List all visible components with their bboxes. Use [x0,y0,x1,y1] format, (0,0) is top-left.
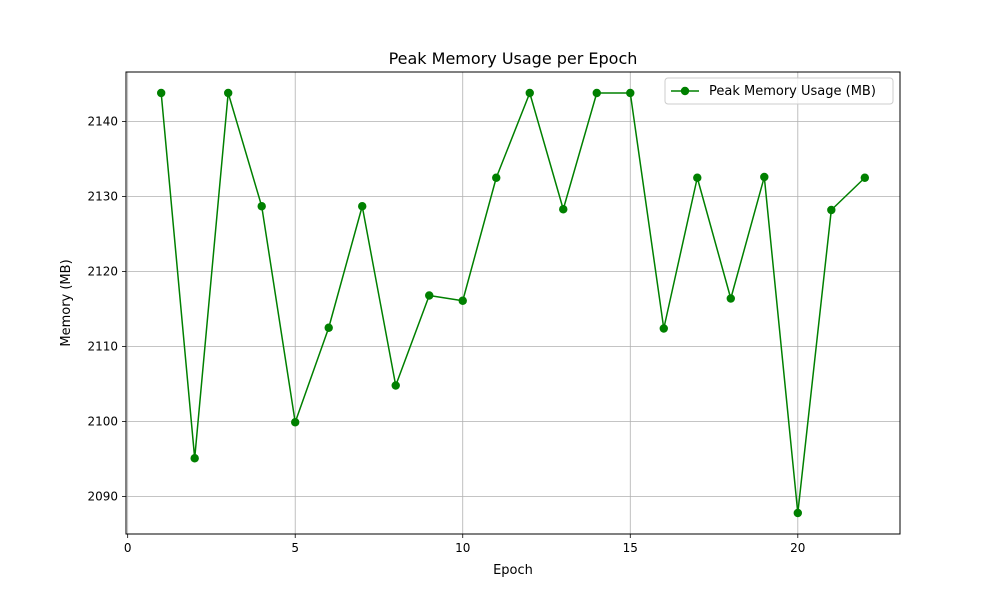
data-point [156,88,166,98]
data-point [190,454,199,463]
x-tick-label: 10 [455,541,470,555]
y-tick-label: 2130 [87,190,118,204]
x-tick-label: 5 [291,541,299,555]
y-axis-label: Memory (MB) [59,259,74,346]
y-tick-label: 2090 [87,490,118,504]
data-point [827,205,836,215]
data-point [592,88,601,98]
data-point [693,173,702,182]
data-point [760,172,769,182]
data-point [860,173,870,182]
y-tick-label: 2110 [87,340,118,354]
data-point [458,296,467,305]
y-tick-label: 2120 [87,265,118,279]
series-line [160,92,866,514]
legend: Peak Memory Usage (MB) [664,77,894,105]
x-axis-label: Epoch [493,563,533,578]
data-point [659,324,668,333]
y-tick-label: 2140 [87,115,118,129]
data-point [492,173,501,182]
data-point [291,418,300,427]
y-tick-label: 2100 [87,415,118,429]
data-point [324,323,333,332]
legend-swatch-marker [680,86,690,96]
data-point [425,291,434,300]
legend-label: Peak Memory Usage (MB) [709,84,876,99]
data-point [525,88,534,98]
data-point [223,88,233,98]
axis-ticks: 0 5 10 15 20 2090 2100 2110 2120 2130 2140 [87,115,805,556]
chart-title: Peak Memory Usage per Epoch [389,49,638,68]
data-point [358,202,367,211]
x-tick-label: 20 [790,541,805,555]
data-point [559,205,568,214]
plot-frame [125,71,901,535]
data-point [257,202,266,211]
series-layer [156,88,870,518]
x-tick-label: 15 [623,541,638,555]
x-tick-label: 0 [124,541,132,555]
data-point [626,88,635,98]
data-point [726,294,735,303]
legend-box [664,77,894,105]
data-point [391,381,400,390]
data-point [793,508,803,518]
